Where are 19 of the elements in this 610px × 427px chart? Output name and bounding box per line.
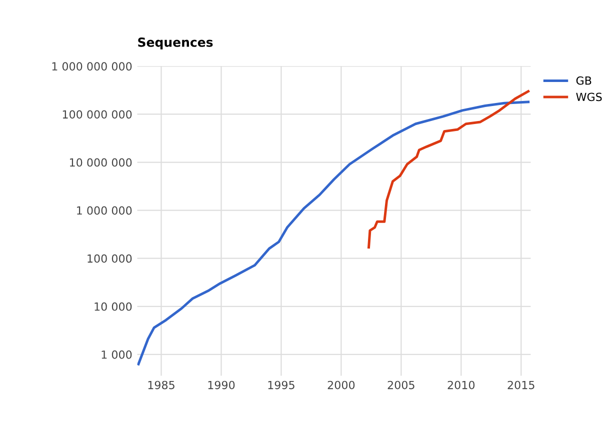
y-tick-label: 1 000 000 000	[52, 62, 132, 71]
chart-title: Sequences	[138, 37, 213, 50]
legend-label: WGS	[576, 92, 602, 102]
x-tick-label: 2000	[328, 380, 355, 390]
y-tick-label: 1 000	[102, 350, 132, 359]
y-tick-label: 10 000	[94, 302, 132, 311]
line-series	[368, 90, 530, 249]
y-tick-label: 10 000 000	[70, 158, 132, 167]
x-tick-label: 1990	[208, 380, 235, 390]
y-tick-label: 1 000 000	[77, 206, 132, 215]
y-tick-label: 100 000	[88, 254, 132, 263]
x-tick-label: 2010	[448, 380, 475, 390]
x-tick-label: 1985	[148, 380, 174, 390]
x-tick-label: 2015	[508, 380, 534, 390]
legend-label: GB	[576, 76, 592, 85]
line-series	[137, 100, 530, 366]
y-tick-label: 100 000 000	[62, 110, 132, 119]
x-tick-label: 1995	[268, 380, 294, 390]
x-tick-label: 2005	[388, 380, 414, 390]
